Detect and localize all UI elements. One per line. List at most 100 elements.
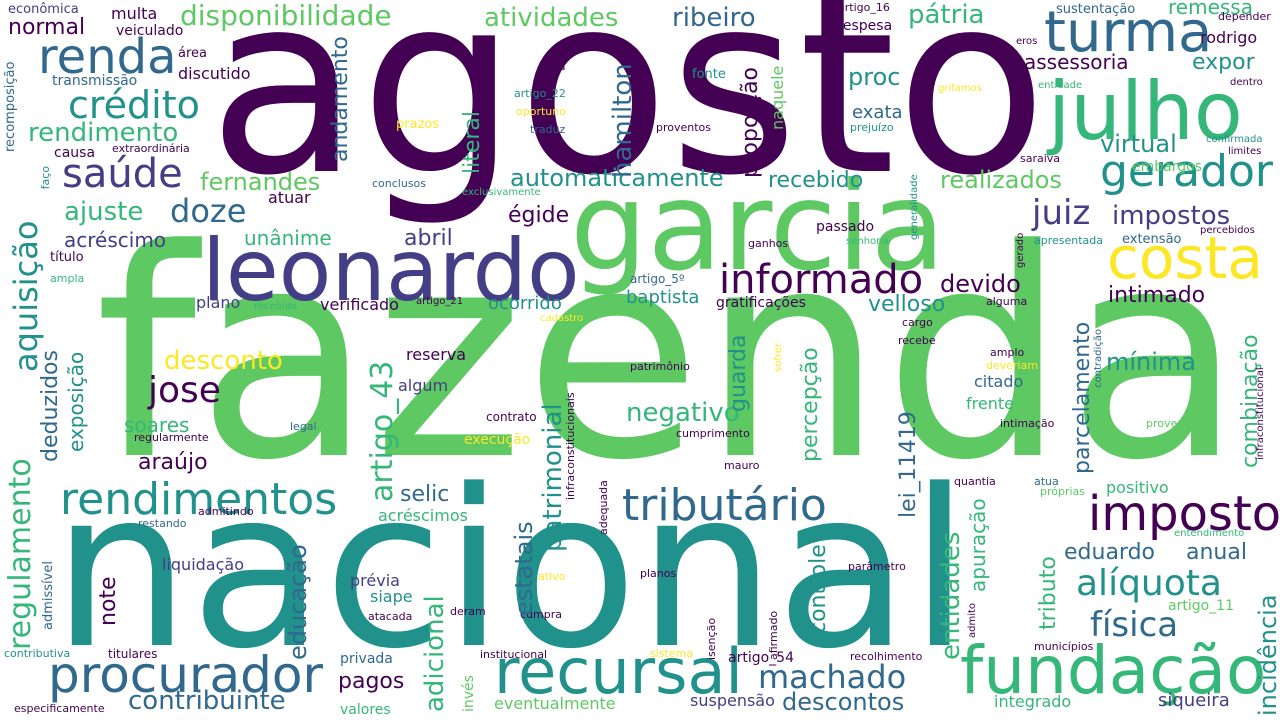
word: exposição: [64, 351, 88, 452]
word: acréscimos: [378, 506, 468, 525]
word: extraordinária: [112, 142, 190, 155]
word: lei_11419: [896, 411, 921, 518]
word: recolhimento: [850, 650, 923, 663]
word: cumprimento: [676, 427, 750, 440]
word: literal: [460, 110, 485, 174]
word: leonardo: [202, 221, 580, 321]
word: andamento: [328, 36, 353, 162]
word: atuar: [268, 188, 311, 207]
word: artigo_5º: [630, 272, 685, 286]
word: exclusivamente: [462, 187, 541, 198]
word: limites: [1228, 146, 1262, 157]
word: rendimento: [28, 118, 179, 148]
word: ajuste: [64, 197, 144, 227]
word: titulares: [108, 647, 158, 661]
word: hamilton: [608, 63, 638, 178]
word: imposto: [1088, 486, 1280, 542]
word: proporção: [738, 66, 763, 178]
word: plano: [196, 293, 241, 312]
word: saúde: [62, 151, 183, 197]
word: apresentada: [1034, 234, 1104, 247]
word: recomposição: [3, 61, 18, 152]
word: proventos: [656, 121, 712, 134]
word: parâmetro: [848, 560, 906, 573]
word: apuração: [966, 498, 990, 592]
word: informado: [719, 257, 924, 303]
word: recebida: [254, 301, 298, 312]
word: costa: [1107, 224, 1263, 292]
word: remessa: [1168, 0, 1253, 19]
word: artigo_43: [365, 360, 400, 502]
word: patrimônio: [630, 360, 690, 373]
word: baptista: [626, 287, 700, 308]
word: sustentação: [1056, 2, 1136, 17]
word: impostos: [1112, 201, 1231, 231]
word: realizados: [940, 166, 1062, 194]
word: depender: [1218, 10, 1271, 23]
word: velloso: [868, 292, 946, 317]
word: selic: [400, 482, 450, 507]
word: ribeiro: [672, 3, 756, 33]
word: recebe: [898, 334, 936, 347]
word: tributo: [1036, 556, 1061, 630]
word: dentro: [1230, 77, 1263, 88]
word: multa: [111, 4, 158, 23]
word: senhoria: [846, 236, 890, 247]
word: agosto: [208, 0, 1048, 230]
word: citado: [974, 372, 1024, 391]
word: patrimonial: [538, 403, 568, 552]
word: doze: [170, 192, 247, 230]
word: nega: [538, 60, 566, 73]
word: atividades: [484, 3, 619, 33]
word: faço: [39, 166, 52, 190]
word: liquidação: [162, 555, 244, 574]
word: deram: [450, 605, 486, 618]
word: crédito: [68, 83, 200, 127]
word: física: [1090, 605, 1179, 645]
word: renda: [38, 29, 177, 85]
word: unânime: [244, 226, 332, 250]
word: admissível: [41, 561, 56, 630]
word: tributário: [622, 480, 827, 531]
word: contradição: [1093, 329, 1104, 388]
word: legal: [290, 420, 317, 433]
word: araújo: [138, 450, 208, 475]
word: normal: [8, 15, 86, 40]
word: gratificações: [716, 295, 806, 311]
word: ativo: [538, 570, 566, 583]
word: fonte: [692, 67, 726, 82]
word: admitindo: [198, 505, 254, 518]
word: prejuízo: [850, 121, 894, 134]
word: note: [96, 576, 121, 626]
word: nacional: [52, 444, 970, 697]
word: conclusos: [372, 177, 427, 190]
word: pátria: [908, 0, 985, 30]
word: eros: [1016, 36, 1038, 47]
word: eventualmente: [494, 694, 616, 713]
word: privada: [340, 651, 393, 667]
word: expor: [1192, 50, 1255, 75]
word: égide: [508, 203, 570, 228]
word: virtual: [1100, 130, 1177, 158]
word: valores: [340, 702, 391, 718]
word: planos: [640, 567, 677, 580]
word: contributiva: [4, 647, 71, 660]
word: recursal: [494, 635, 743, 708]
word: descontos: [782, 688, 905, 716]
word: execução: [464, 432, 531, 448]
word: exata: [852, 102, 903, 123]
word: ganhos: [748, 237, 789, 250]
word: reserva: [406, 345, 467, 364]
word: rodrigo: [1200, 28, 1258, 47]
word: grifamos: [938, 83, 982, 94]
word: regulamento: [3, 458, 38, 650]
word: especificamente: [14, 702, 105, 715]
word: assessoria: [1024, 50, 1129, 74]
word: disponibilidade: [180, 0, 392, 32]
word: cargo: [902, 316, 933, 329]
word: ocorrido: [488, 293, 562, 314]
word: atua: [1034, 475, 1059, 488]
word: artigo_21: [416, 296, 464, 307]
word: proc: [848, 63, 901, 91]
word: turma: [1044, 0, 1213, 65]
